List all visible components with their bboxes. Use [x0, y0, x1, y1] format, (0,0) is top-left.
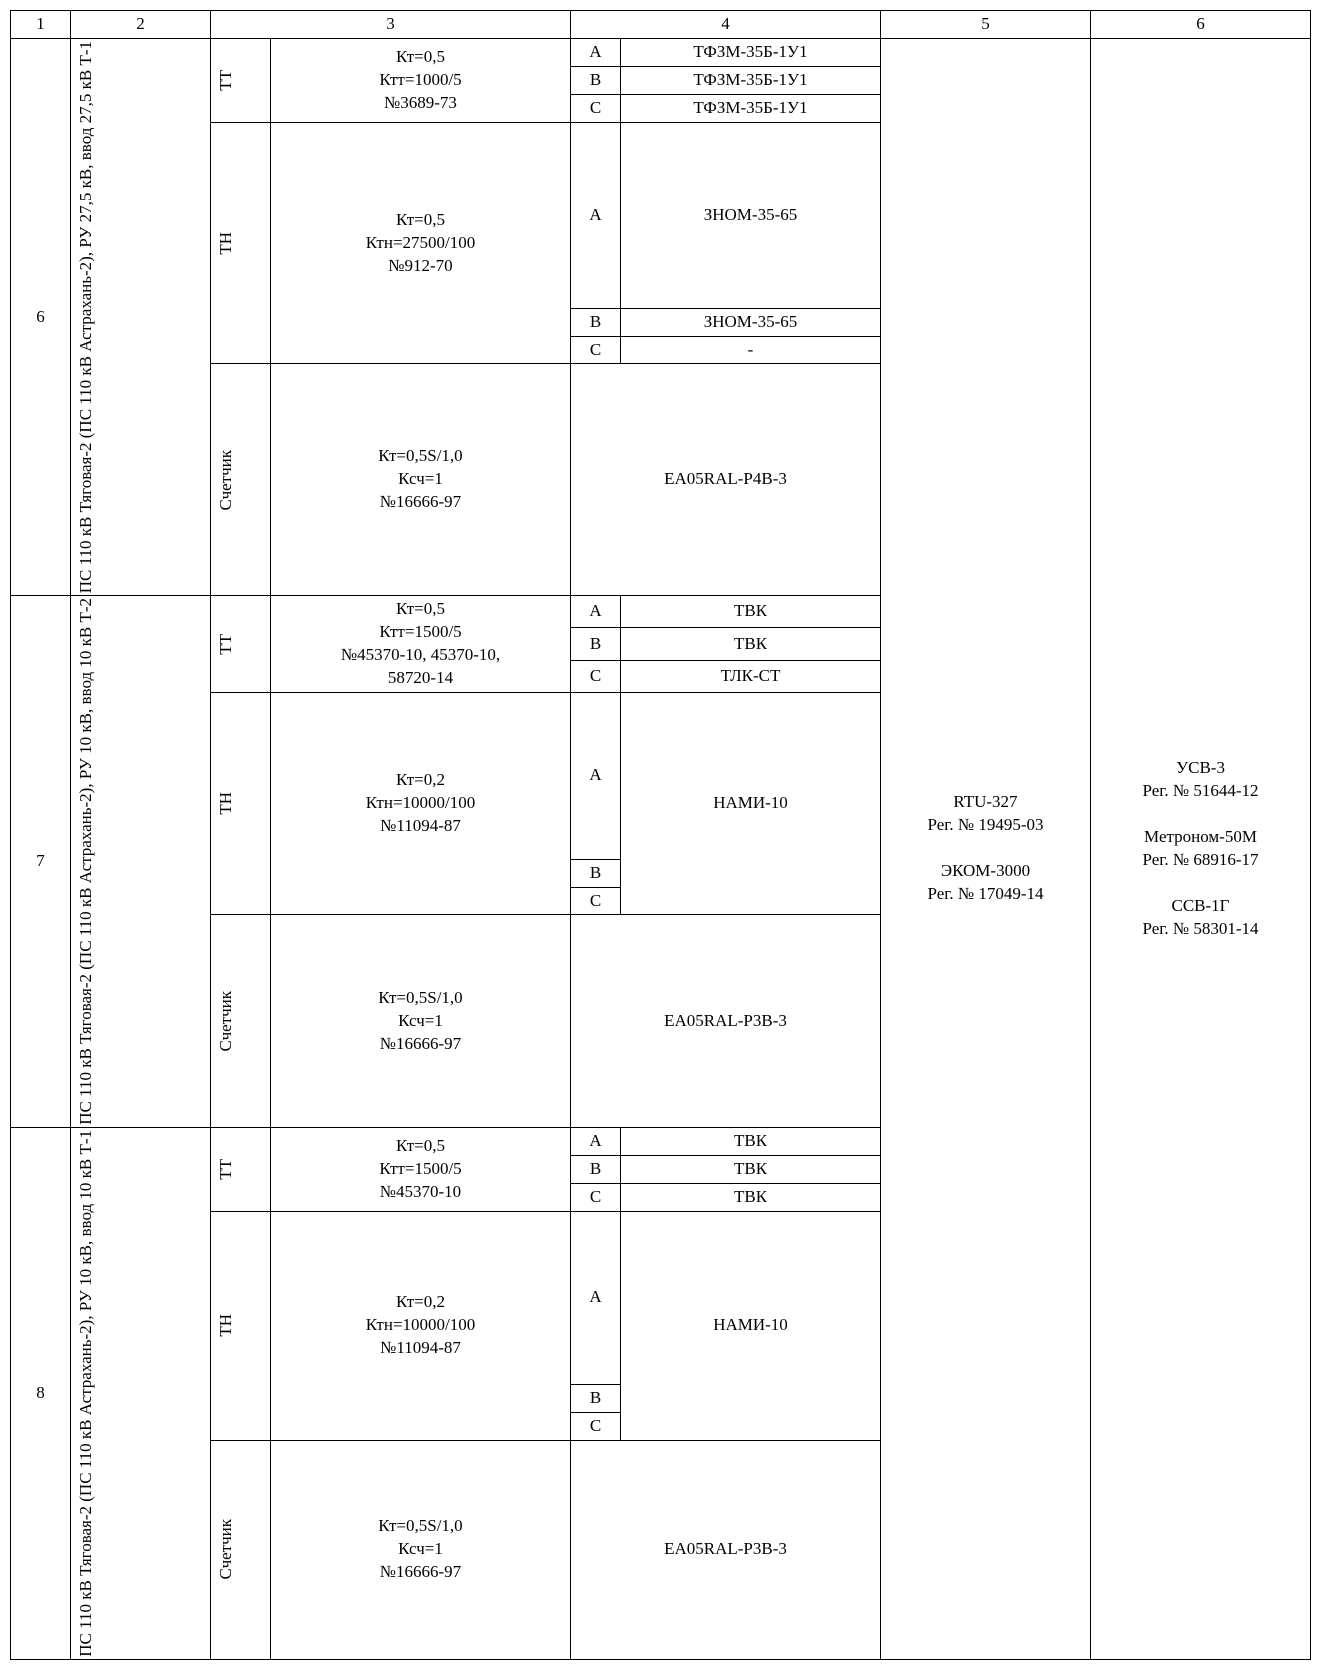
- tn-params: Кт=0,5 Ктн=27500/100 №912-70: [271, 122, 571, 364]
- meter-model: EA05RAL-P4B-3: [571, 364, 881, 596]
- col6: УСВ-3 Рег. № 51644-12 Метроном-50М Рег. …: [1091, 38, 1311, 1659]
- row-desc: ПС 110 кВ Тяговая-2 (ПС 110 кВ Астрахань…: [71, 1127, 211, 1659]
- h1: 1: [11, 11, 71, 39]
- meter-model: EA05RAL-P3B-3: [571, 1440, 881, 1659]
- meter-params: Кт=0,5S/1,0 Ксч=1 №16666-97: [271, 915, 571, 1128]
- meter-model: EA05RAL-P3B-3: [571, 915, 881, 1128]
- h2: 2: [71, 11, 211, 39]
- h6: 6: [1091, 11, 1311, 39]
- h4: 4: [571, 11, 881, 39]
- spec-table: 1 2 3 4 5 6 6 ПС 110 кВ Тяговая-2 (ПС 11…: [10, 10, 1311, 1660]
- tn-label: ТН: [211, 122, 271, 364]
- meter-label: Счетчик: [211, 915, 271, 1128]
- tt-params: Кт=0,5 Ктт=1000/5 №3689-73: [271, 38, 571, 122]
- row-num: 6: [11, 38, 71, 595]
- h5: 5: [881, 11, 1091, 39]
- h3: 3: [211, 11, 571, 39]
- tn-label: ТН: [211, 1211, 271, 1440]
- tn-merged-model: НАМИ-10: [621, 1211, 881, 1440]
- meter-label: Счетчик: [211, 364, 271, 596]
- meter-params: Кт=0,5S/1,0 Ксч=1 №16666-97: [271, 1440, 571, 1659]
- phase-letter: А: [571, 38, 621, 66]
- row-desc: ПС 110 кВ Тяговая-2 (ПС 110 кВ Астрахань…: [71, 596, 211, 1128]
- tn-params: Кт=0,2 Ктн=10000/100 №11094-87: [271, 692, 571, 915]
- row-num: 7: [11, 596, 71, 1128]
- meter-params: Кт=0,5S/1,0 Ксч=1 №16666-97: [271, 364, 571, 596]
- meter-label: Счетчик: [211, 1440, 271, 1659]
- tt-label: ТТ: [211, 596, 271, 693]
- tt-label: ТТ: [211, 1127, 271, 1211]
- tt-params: Кт=0,5 Ктт=1500/5 №45370-10: [271, 1127, 571, 1211]
- row-num: 8: [11, 1127, 71, 1659]
- header-row: 1 2 3 4 5 6: [11, 11, 1311, 39]
- tt-params: Кт=0,5 Ктт=1500/5 №45370-10, 45370-10, 5…: [271, 596, 571, 693]
- tn-params: Кт=0,2 Ктн=10000/100 №11094-87: [271, 1211, 571, 1440]
- tn-label: ТН: [211, 692, 271, 915]
- tn-merged-model: НАМИ-10: [621, 692, 881, 915]
- col5: RTU-327 Рег. № 19495-03 ЭКОМ-3000 Рег. №…: [881, 38, 1091, 1659]
- phase-model: ТФЗМ-35Б-1У1: [621, 38, 881, 66]
- row-desc: ПС 110 кВ Тяговая-2 (ПС 110 кВ Астрахань…: [71, 38, 211, 595]
- tt-label: ТТ: [211, 38, 271, 122]
